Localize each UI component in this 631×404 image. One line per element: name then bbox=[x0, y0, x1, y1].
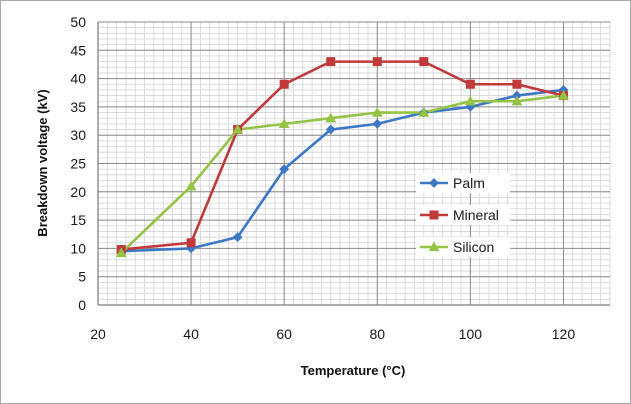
y-tick-labels: 0 5 10 15 20 25 30 35 40 45 50 bbox=[70, 14, 86, 313]
data-point-silicon bbox=[185, 180, 197, 191]
data-point-silicon bbox=[325, 112, 337, 123]
legend-marker-palm bbox=[429, 178, 439, 188]
x-tick-label: 60 bbox=[276, 326, 292, 342]
legend-label-palm: Palm bbox=[453, 175, 485, 191]
y-tick-label: 5 bbox=[78, 269, 86, 285]
legend-bg-silicon bbox=[416, 237, 510, 257]
y-tick-label: 50 bbox=[70, 14, 86, 30]
legend-bg-mineral bbox=[416, 205, 510, 225]
data-point-mineral bbox=[186, 238, 196, 248]
major-grid bbox=[97, 21, 610, 306]
legend-label-mineral: Mineral bbox=[453, 207, 499, 223]
series-line-mineral bbox=[121, 60, 564, 251]
data-point-palm bbox=[325, 124, 336, 135]
x-tick-label: 80 bbox=[369, 326, 385, 342]
x-tick-label: 100 bbox=[459, 326, 483, 342]
series-markers bbox=[115, 57, 569, 258]
data-point-silicon bbox=[511, 95, 523, 106]
data-point-palm bbox=[279, 164, 290, 175]
y-tick-label: 25 bbox=[70, 156, 86, 172]
y-tick-label: 45 bbox=[70, 42, 86, 58]
legend-marker-mineral bbox=[429, 210, 439, 220]
series-line-palm bbox=[121, 88, 564, 253]
data-point-mineral bbox=[465, 79, 475, 89]
legend: Palm Mineral Silicon bbox=[416, 173, 510, 257]
data-point-silicon bbox=[464, 95, 476, 106]
y-axis-title: Breakdown voltage (kV) bbox=[35, 89, 50, 236]
data-point-silicon bbox=[232, 123, 244, 134]
y-tick-label: 15 bbox=[70, 212, 86, 228]
x-tick-label: 20 bbox=[90, 326, 106, 342]
data-point-silicon bbox=[558, 89, 569, 100]
data-point-palm bbox=[232, 232, 243, 242]
x-tick-label: 40 bbox=[183, 326, 199, 342]
data-point-mineral bbox=[512, 79, 522, 89]
data-point-mineral bbox=[419, 57, 429, 67]
legend-marker-silicon bbox=[428, 241, 440, 252]
series-line-silicon bbox=[120, 94, 564, 254]
axes bbox=[97, 22, 610, 306]
x-axis-title: Temperature (°C) bbox=[301, 363, 406, 378]
y-tick-label: 35 bbox=[70, 99, 86, 115]
data-point-palm bbox=[372, 118, 383, 129]
legend-bg-palm bbox=[416, 173, 510, 193]
y-tick-label: 0 bbox=[78, 297, 86, 313]
x-tick-labels: 20 40 60 80 100 120 bbox=[90, 326, 575, 342]
legend-label-silicon: Silicon bbox=[453, 239, 494, 255]
series-lines bbox=[120, 60, 564, 254]
data-point-mineral bbox=[372, 57, 382, 67]
data-point-silicon bbox=[278, 118, 290, 129]
y-tick-label: 20 bbox=[70, 184, 86, 200]
y-tick-label: 40 bbox=[70, 71, 86, 87]
data-point-mineral bbox=[279, 79, 289, 89]
data-point-mineral bbox=[326, 57, 336, 67]
y-tick-label: 10 bbox=[70, 240, 86, 256]
data-point-silicon bbox=[115, 247, 127, 258]
data-point-silicon bbox=[418, 106, 430, 117]
data-point-silicon bbox=[371, 106, 383, 117]
y-tick-label: 30 bbox=[70, 127, 86, 143]
x-tick-label: 120 bbox=[552, 326, 576, 342]
